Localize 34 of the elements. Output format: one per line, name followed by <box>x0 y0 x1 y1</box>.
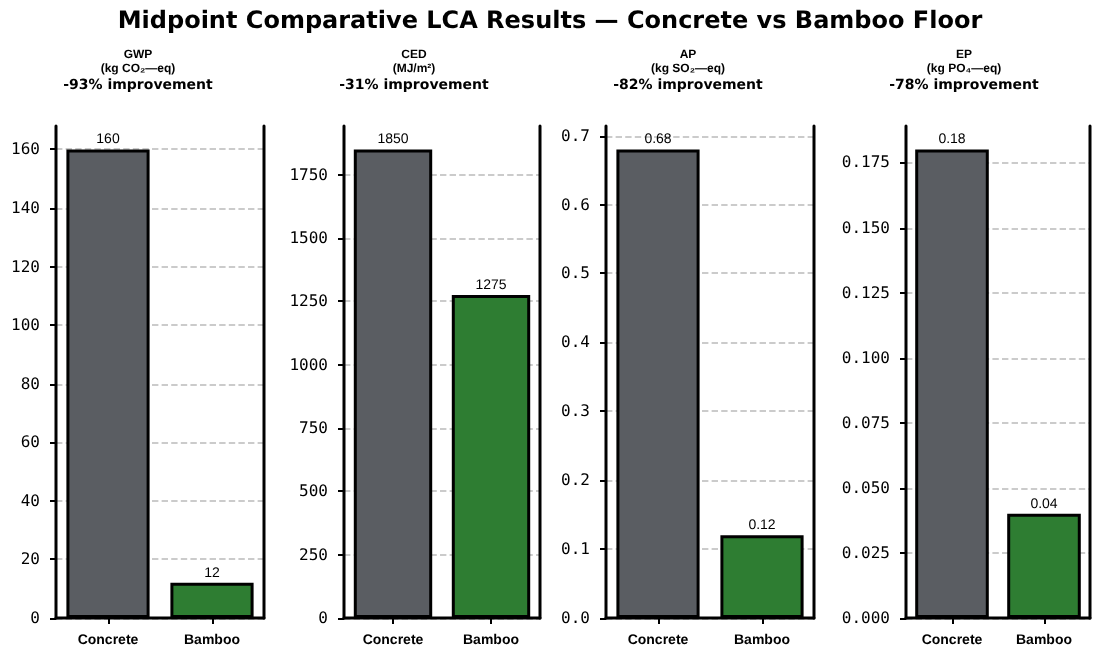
y-tick-label: 1250 <box>288 292 328 311</box>
y-tick-label: 120 <box>11 257 41 276</box>
y-tick-label: 0.2 <box>561 471 591 490</box>
y-tick-label: 60 <box>20 433 41 452</box>
y-tick-label: 0.3 <box>561 402 591 421</box>
y-tick-label: 0.4 <box>561 333 591 352</box>
y-tick-label: 0.175 <box>840 153 890 172</box>
y-tick-label: 0.125 <box>840 283 890 302</box>
y-tick-label: 0 <box>317 609 328 627</box>
y-tick-label: 0.050 <box>840 478 890 497</box>
y-tick-label: 0.1 <box>561 540 591 559</box>
y-tick-label: 0.6 <box>561 195 591 214</box>
y-tick-label: 0.5 <box>561 264 591 283</box>
y-tick-label: 500 <box>298 482 328 501</box>
y-tick-label: 40 <box>20 491 41 510</box>
y-tick-label: 0.7 <box>561 126 591 145</box>
y-tick-label: 20 <box>20 550 41 569</box>
y-tick-label: 100 <box>11 316 41 335</box>
y-tick-label: 1750 <box>288 165 328 184</box>
y-tick-label: 160 <box>11 140 41 159</box>
y-tick-label: 0.075 <box>840 413 890 432</box>
text: Midpoint Comparative LCA Results — Concrete vs Bamboo Floor <box>115 4 985 38</box>
y-tick-label: 250 <box>298 545 328 564</box>
y-tick-label: 0.025 <box>840 543 890 562</box>
y-tick-label: 750 <box>298 419 328 438</box>
y-tick-label: 0 <box>30 609 41 627</box>
y-tick-label: 140 <box>11 199 41 217</box>
y-tick-label: 1500 <box>288 229 328 248</box>
y-tick-label: 0.100 <box>840 348 890 367</box>
y-tick-label: 0.000 <box>840 609 890 627</box>
y-tick-label: 0.0 <box>561 609 591 627</box>
y-tick-label: 80 <box>20 374 41 393</box>
y-tick-label: 1000 <box>288 355 328 374</box>
y-tick-label: 0.150 <box>840 218 890 237</box>
